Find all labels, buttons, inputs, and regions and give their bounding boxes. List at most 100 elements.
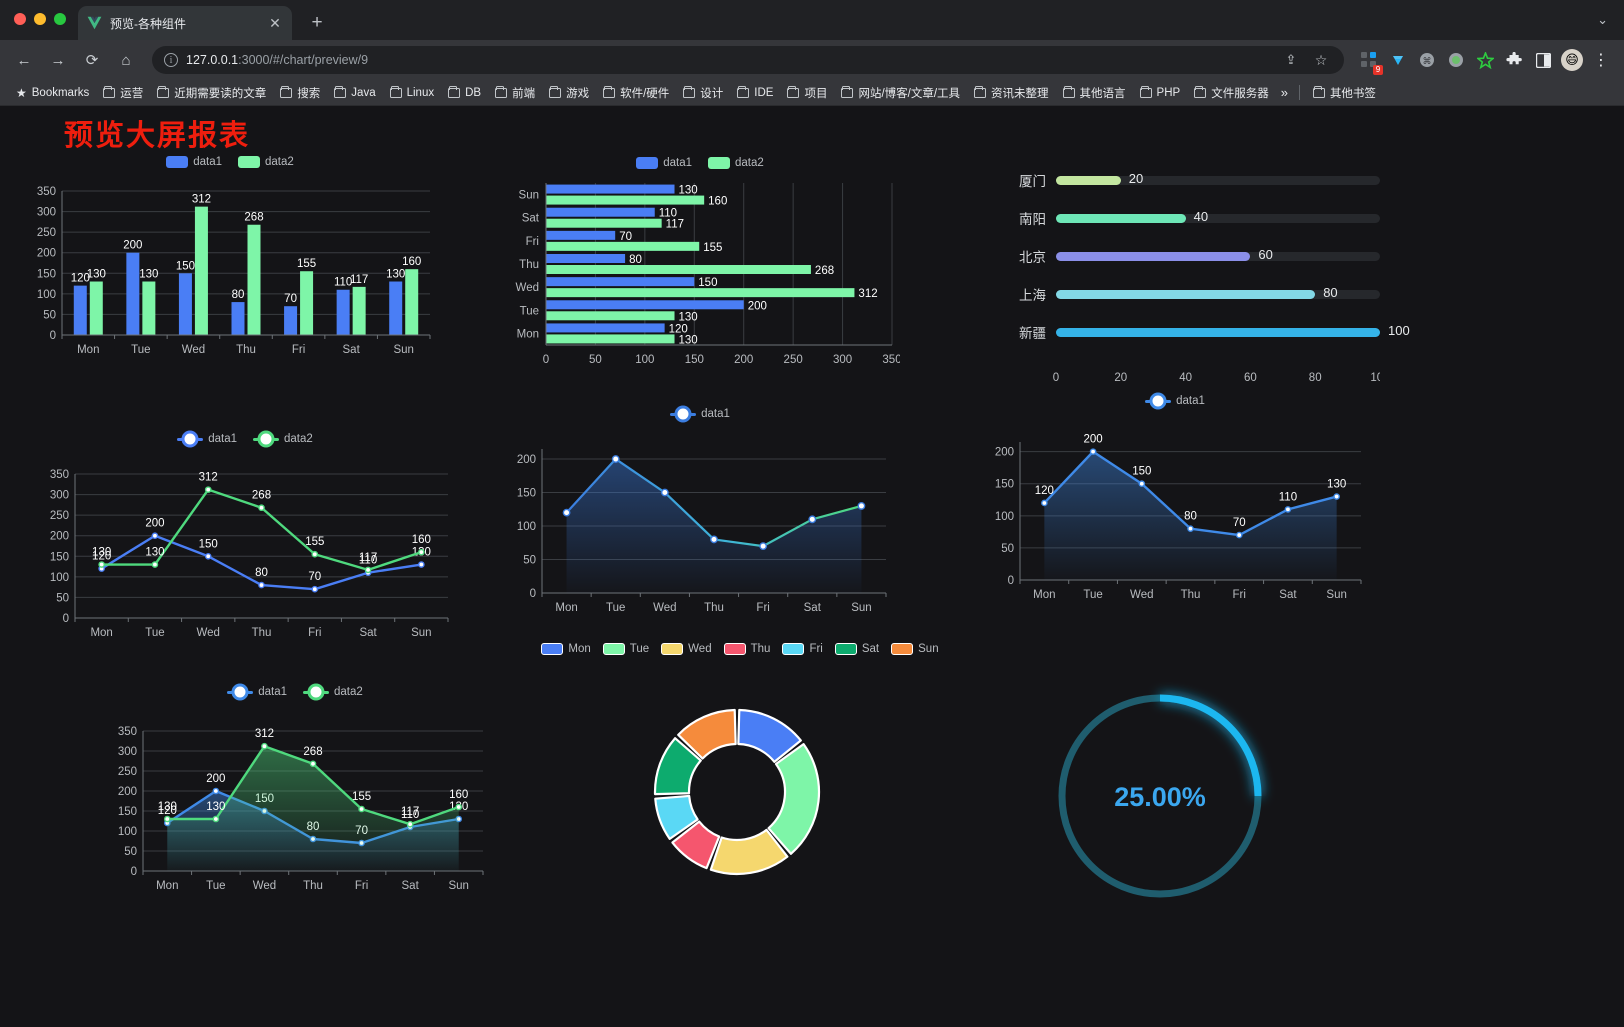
legend-item-data2[interactable]: data2	[303, 686, 363, 698]
diamond-icon[interactable]	[1385, 47, 1411, 73]
legend-item-Fri[interactable]: Fri	[782, 643, 823, 655]
bookmark-star-icon[interactable]: ☆	[1314, 51, 1328, 68]
bookmark-folder-PHP[interactable]: PHP	[1134, 85, 1187, 101]
svg-text:0: 0	[131, 866, 137, 878]
progress-track[interactable]: 80	[1056, 285, 1380, 300]
minimize-window-button[interactable]	[34, 13, 46, 25]
reload-icon[interactable]: ⟳	[85, 52, 99, 69]
legend-item-data1[interactable]: data1	[670, 408, 730, 420]
bookmark-folder-Java[interactable]: Java	[328, 85, 381, 101]
svg-text:312: 312	[858, 288, 877, 300]
legend-bar-horizontal: data1 data2	[500, 151, 900, 175]
svg-text:60: 60	[1244, 372, 1257, 384]
bookmark-folder-other[interactable]: 其他书签	[1307, 83, 1382, 103]
bookmark-folder-label: 搜索	[297, 87, 321, 100]
bookmark-folder-游戏[interactable]: 游戏	[543, 83, 595, 103]
site-info-icon[interactable]: i	[164, 53, 178, 67]
url-text: 127.0.0.1:3000/#/chart/preview/9	[186, 53, 1272, 67]
svg-text:110: 110	[659, 208, 677, 220]
svg-text:117: 117	[350, 274, 368, 286]
legend-item-Tue[interactable]: Tue	[602, 643, 649, 655]
svg-text:70: 70	[284, 293, 297, 305]
svg-text:200: 200	[118, 786, 137, 798]
address-bar[interactable]: i 127.0.0.1:3000/#/chart/preview/9 ⇪ ☆	[152, 46, 1344, 74]
browser-menu-icon[interactable]: ⋮	[1593, 52, 1609, 69]
legend-marker	[177, 437, 204, 441]
puzzle-icon[interactable]	[1501, 47, 1527, 73]
bookmark-folder-文件服务器[interactable]: 文件服务器	[1188, 83, 1275, 103]
progress-track[interactable]: 20	[1056, 171, 1380, 186]
legend-item-data2[interactable]: data2	[253, 433, 313, 445]
progress-track[interactable]: 60	[1056, 247, 1380, 262]
bookmark-folder-DB[interactable]: DB	[442, 85, 487, 101]
back-icon[interactable]: ←	[16, 51, 32, 69]
avatar[interactable]: 😄	[1559, 47, 1585, 73]
share-icon[interactable]: ⇪	[1285, 52, 1297, 67]
bookmark-folder-搜索[interactable]: 搜索	[274, 83, 326, 103]
green-circle-icon[interactable]	[1443, 47, 1469, 73]
browser-tab[interactable]: 预览-各种组件 ✕	[78, 6, 292, 40]
svg-text:Sat: Sat	[343, 344, 361, 356]
svg-text:Fri: Fri	[355, 880, 368, 892]
gray-globe-icon[interactable]: ⌘	[1414, 47, 1440, 73]
grid-blue-icon[interactable]: 9	[1356, 47, 1383, 75]
svg-text:70: 70	[1233, 517, 1246, 529]
progress-track[interactable]: 100	[1056, 323, 1410, 338]
new-tab-button[interactable]: +	[311, 12, 323, 33]
chart-bar-vertical: data1 data2 0 50 100 150 200 250 300 350 Mon 120 1…	[20, 151, 440, 366]
green-star-icon[interactable]	[1472, 47, 1498, 73]
svg-text:150: 150	[176, 260, 195, 272]
svg-text:130: 130	[92, 547, 111, 559]
legend-item-Thu[interactable]: Thu	[723, 643, 770, 655]
bookmark-folder-设计[interactable]: 设计	[677, 83, 729, 103]
svg-text:Sun: Sun	[393, 344, 413, 356]
svg-text:50: 50	[589, 354, 602, 366]
svg-text:268: 268	[815, 265, 834, 277]
bookmark-folder-近期需要读的文章[interactable]: 近期需要读的文章	[151, 83, 272, 103]
legend-item-Mon[interactable]: Mon	[541, 643, 591, 655]
maximize-window-button[interactable]	[54, 13, 66, 25]
svg-text:130: 130	[679, 185, 698, 197]
svg-text:Sat: Sat	[1279, 589, 1297, 601]
bookmark-folder-前端[interactable]: 前端	[489, 83, 541, 103]
progress-fill	[1056, 289, 1316, 299]
bookmarks-overflow-icon[interactable]: »	[1280, 85, 1288, 100]
legend-item-Sat[interactable]: Sat	[834, 643, 879, 655]
area-dual-plot: 0 50 100 150 200 250 300 350 Mon Tue Wed Thu Fri Sat S…	[118, 726, 484, 892]
legend-label: data2	[334, 686, 363, 698]
legend-item-data1[interactable]: data1	[227, 686, 287, 698]
bookmark-folder-运营[interactable]: 运营	[97, 83, 149, 103]
svg-text:130: 130	[87, 269, 106, 281]
svg-text:130: 130	[158, 801, 177, 813]
close-window-button[interactable]	[14, 13, 26, 25]
home-icon[interactable]: ⌂	[121, 51, 131, 69]
bookmark-manager-button[interactable]: ★ Bookmarks	[10, 84, 95, 102]
bookmark-folder-项目[interactable]: 项目	[781, 83, 833, 103]
legend-item-data1[interactable]: data1	[1145, 395, 1205, 407]
legend-label: Fri	[809, 643, 823, 655]
folder-icon	[841, 85, 854, 98]
bookmark-folder-网站/博客/文章/工具[interactable]: 网站/博客/文章/工具	[835, 83, 966, 103]
bookmark-folder-软件/硬件[interactable]: 软件/硬件	[597, 83, 675, 103]
bookmark-folder-IDE[interactable]: IDE	[731, 85, 779, 101]
legend-item-Wed[interactable]: Wed	[661, 643, 712, 655]
chevron-down-icon[interactable]: ⌄	[1597, 12, 1608, 27]
bookmark-folder-资讯未整理[interactable]: 资讯未整理	[968, 83, 1055, 103]
forward-icon[interactable]: →	[50, 51, 66, 69]
legend-item-data2[interactable]: data2	[238, 156, 294, 168]
svg-text:Wed: Wed	[653, 602, 676, 614]
legend-item-data2[interactable]: data2	[708, 157, 764, 169]
svg-text:50: 50	[56, 592, 69, 604]
close-tab-icon[interactable]: ✕	[269, 15, 281, 31]
bookmark-folder-其他语言[interactable]: 其他语言	[1057, 83, 1132, 103]
legend-item-Sun[interactable]: Sun	[891, 643, 939, 655]
legend-item-data1[interactable]: data1	[177, 433, 237, 445]
folder-icon	[389, 85, 402, 98]
legend-item-data1[interactable]: data1	[166, 156, 222, 168]
legend-item-data1[interactable]: data1	[636, 157, 692, 169]
svg-text:110: 110	[1279, 491, 1297, 503]
svg-text:Sun: Sun	[448, 880, 468, 892]
bookmark-folder-Linux[interactable]: Linux	[384, 85, 441, 101]
progress-track[interactable]: 40	[1056, 209, 1380, 224]
sidebar-icon[interactable]	[1530, 47, 1556, 73]
